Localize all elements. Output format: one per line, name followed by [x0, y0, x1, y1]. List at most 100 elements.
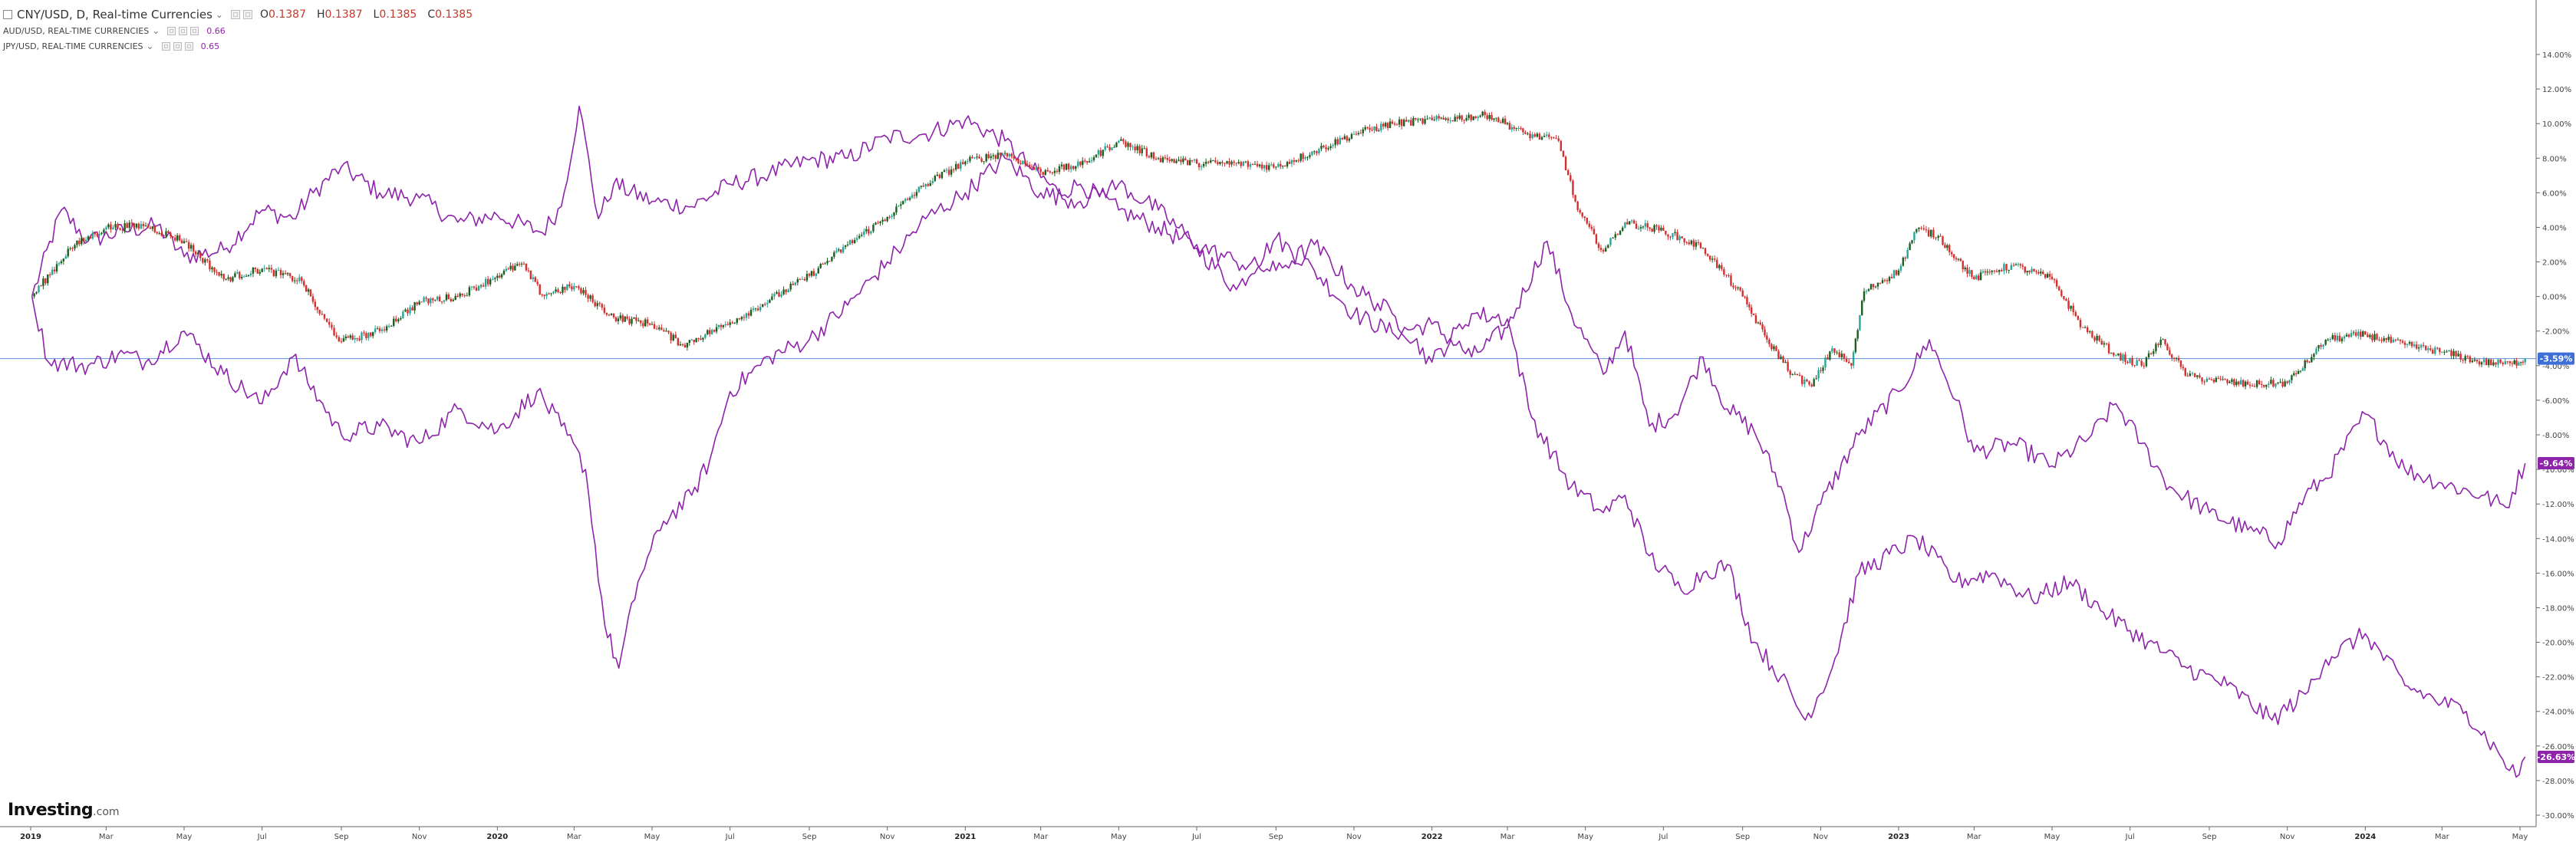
candle	[1415, 117, 1417, 121]
candle	[2189, 370, 2192, 377]
candle	[404, 308, 407, 313]
remove-icon[interactable]	[184, 41, 193, 51]
candle	[1883, 278, 1886, 283]
candle	[2019, 263, 2022, 269]
candle	[128, 220, 130, 232]
chevron-down-icon[interactable]: ⌄	[215, 9, 223, 20]
candle	[1752, 313, 1755, 316]
candle	[1966, 265, 1968, 278]
series-color-swatch[interactable]	[3, 10, 12, 19]
candle	[1197, 162, 1201, 171]
candle	[1550, 136, 1553, 140]
candle	[1178, 156, 1180, 162]
candle	[358, 335, 361, 342]
candle	[158, 231, 160, 235]
candle	[2390, 334, 2392, 344]
candle	[573, 282, 575, 291]
visibility-toggle-icon[interactable]	[161, 41, 170, 51]
candle	[2014, 262, 2018, 266]
candle	[272, 269, 275, 278]
candle	[2478, 359, 2481, 367]
overlay-title-jpy[interactable]: JPY/USD, REAL-TIME CURRENCIES	[3, 41, 143, 51]
candle	[1754, 313, 1757, 324]
overlay-title-aud[interactable]: AUD/USD, REAL-TIME CURRENCIES	[3, 25, 150, 36]
candle	[1339, 135, 1341, 145]
candle	[2508, 360, 2512, 367]
candle	[1695, 239, 1698, 250]
candle	[1979, 269, 1982, 281]
candle	[1325, 144, 1327, 153]
candle	[2378, 337, 2380, 342]
y-axis[interactable]: 14.00% 12.00% 10.00% 8.00% 6.00% 4.00% 2.00% 0.…	[2535, 0, 2574, 827]
candle	[2235, 378, 2238, 387]
candle	[1118, 140, 1120, 143]
candle	[1035, 166, 1038, 172]
legend-overlay-row[interactable]: JPY/USD, REAL-TIME CURRENCIES ⌄ 0.65	[3, 38, 479, 54]
candle	[1244, 161, 1247, 163]
candle	[2322, 344, 2324, 350]
candle	[2482, 357, 2485, 366]
candle	[2387, 334, 2390, 343]
candle	[686, 342, 689, 351]
x-axis[interactable]: 2019 Mar May Jul Sep Nov 2020 Mar May Jul Sep Nov 20…	[0, 826, 2536, 841]
candle	[1581, 212, 1583, 219]
candle	[209, 258, 211, 272]
candle	[655, 325, 658, 330]
candle	[2429, 344, 2432, 352]
candle	[1570, 172, 1572, 183]
visibility-toggle-icon[interactable]	[230, 10, 240, 19]
candle	[51, 266, 54, 275]
candle	[199, 251, 202, 261]
candle	[2357, 329, 2360, 340]
candle	[552, 291, 555, 295]
candle	[484, 277, 487, 290]
candle	[1635, 220, 1638, 229]
legend-main-row[interactable]: CNY/USD, D, Real-time Currencies ⌄ O0.13…	[3, 6, 479, 23]
candle	[35, 291, 38, 295]
candle	[2367, 332, 2369, 337]
legend-overlay-row[interactable]: AUD/USD, REAL-TIME CURRENCIES ⌄ 0.66	[3, 23, 479, 38]
candle	[402, 310, 404, 319]
x-tick-label: Jul	[2125, 833, 2135, 841]
candle	[1861, 299, 1863, 316]
candle	[69, 246, 71, 251]
candle	[2157, 342, 2159, 348]
y-tick-label: -12.00%	[2542, 501, 2574, 509]
series-line-jpy-usd[interactable]	[31, 152, 2526, 778]
visibility-toggle-icon[interactable]	[167, 26, 176, 35]
candle	[1030, 164, 1033, 168]
candle	[670, 331, 672, 344]
candle	[931, 177, 934, 186]
candle	[2497, 359, 2499, 368]
candle	[2515, 357, 2518, 369]
candle	[1813, 377, 1815, 387]
candle	[2293, 370, 2295, 377]
candle	[831, 256, 833, 262]
candle	[440, 301, 443, 304]
settings-icon[interactable]	[173, 41, 182, 51]
candle	[1113, 144, 1115, 148]
candle	[2171, 353, 2173, 361]
candle	[305, 285, 308, 292]
settings-icon[interactable]	[179, 26, 188, 35]
settings-icon[interactable]	[242, 10, 252, 19]
main-series-title[interactable]: CNY/USD, D, Real-time Currencies	[17, 7, 212, 21]
candle	[865, 225, 868, 235]
candle	[1134, 143, 1136, 153]
candle	[1484, 109, 1486, 119]
candle	[1323, 144, 1325, 149]
candle	[365, 331, 367, 340]
series-line-aud-usd[interactable]	[31, 105, 2526, 554]
candle	[580, 287, 582, 295]
remove-icon[interactable]	[190, 26, 199, 35]
chevron-down-icon[interactable]: ⌄	[146, 41, 154, 51]
candle	[1685, 241, 1688, 245]
candle	[1175, 159, 1178, 164]
candle	[204, 258, 206, 266]
candle	[1438, 113, 1440, 121]
candle	[1713, 255, 1716, 262]
chevron-down-icon[interactable]: ⌄	[152, 25, 160, 36]
candle	[33, 293, 35, 299]
candle	[1775, 345, 1777, 351]
